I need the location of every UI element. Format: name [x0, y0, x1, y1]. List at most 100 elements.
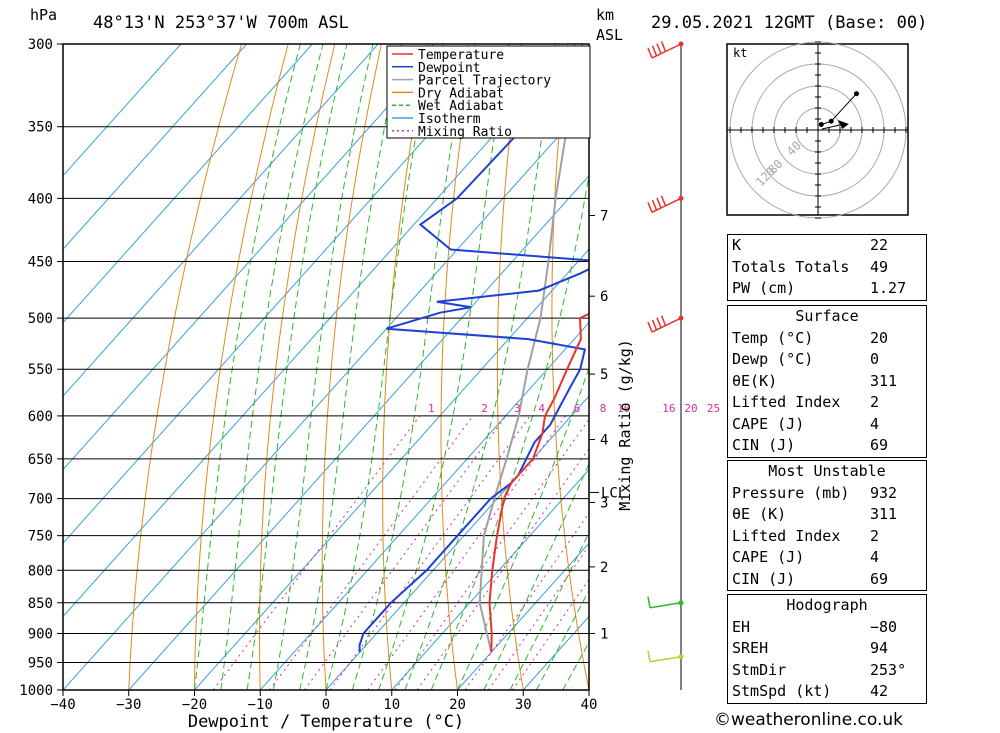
mixing-ratio-label: 3 [514, 402, 521, 415]
surface-label: θE(K) [732, 371, 778, 390]
wind-barb [649, 602, 682, 609]
mu-row: CAPE (J) 4 [728, 547, 926, 569]
legend-label: Parcel Trajectory [418, 74, 551, 89]
mixing-ratio-line [367, 415, 566, 690]
wind-barb [651, 197, 682, 214]
wind-barb-flag [656, 197, 662, 209]
mixing-ratio-label: 25 [707, 402, 720, 415]
isotherm-line [259, 321, 589, 690]
dewpoint-line [358, 56, 589, 653]
isotherm-line [128, 175, 589, 690]
mu-value: 2 [870, 526, 880, 545]
pressure-tick-label: 900 [28, 626, 53, 642]
pressure-tick-label: 300 [28, 37, 53, 53]
wind-barb [649, 656, 682, 663]
parcel-trajectory-line [478, 44, 583, 653]
pressure-tick-label: 500 [28, 311, 53, 327]
surface-table: Surface Temp (°C) 20 Dewp (°C) 0 θE(K) 311 … [727, 305, 927, 458]
legend-label: Mixing Ratio [418, 125, 512, 140]
isotherm-line [391, 468, 589, 690]
dry-adiabat-line [194, 44, 289, 690]
hodograph-point [828, 118, 834, 124]
x-tick-label: −10 [248, 697, 273, 713]
hodo-value: 94 [870, 639, 889, 657]
surface-label: Lifted Index [732, 393, 841, 411]
mixing-ratio-label: 6 [574, 402, 581, 415]
surface-value: 311 [870, 371, 898, 390]
legend-label: Dry Adiabat [418, 86, 504, 101]
isotherm-line [63, 44, 576, 618]
mu-label: θE (K) [732, 505, 787, 523]
wind-barb-flag [651, 319, 658, 331]
mu-row: Lifted Index 2 [728, 526, 926, 548]
pressure-tick-label: 450 [28, 255, 53, 271]
x-axis-label: Dewpoint / Temperature (°C) [188, 712, 464, 732]
storm-motion-line [821, 123, 845, 130]
hodo-row: EH −80 [728, 617, 926, 639]
mixing-ratio-label: 1 [428, 402, 435, 415]
surface-row: CIN (J) 69 [728, 435, 926, 457]
km-tick-label: 5 [600, 367, 608, 383]
most-unstable-title: Most Unstable [768, 462, 886, 480]
wind-barb-flag [660, 315, 667, 326]
mu-row: θE (K) 311 [728, 504, 926, 526]
isotherm-line [63, 101, 589, 690]
wet-adiabat-line [378, 44, 509, 690]
pressure-tick-label: 650 [28, 452, 53, 468]
x-tick-label: −20 [182, 697, 207, 713]
mu-value: 311 [870, 505, 898, 523]
wet-adiabat-line [220, 44, 324, 690]
x-tick-label: 0 [322, 697, 330, 713]
wind-barb-flag [651, 199, 658, 211]
hodo-value: 253° [870, 660, 907, 679]
surface-title: Surface [795, 307, 859, 325]
surface-value: 2 [870, 393, 880, 411]
mu-label: CAPE (J) [732, 548, 805, 566]
wind-barb-flag [656, 43, 662, 54]
dry-adiabat-line [259, 44, 336, 690]
hodo-row: StmSpd (kt) 42 [728, 681, 926, 703]
isotherm-line [63, 44, 248, 250]
hodograph-unit-label: kt [733, 46, 747, 60]
hodo-value: −80 [870, 617, 898, 636]
index-row-k: K 22 [728, 235, 926, 257]
wet-adiabat-line [299, 44, 402, 690]
pressure-tick-label: 600 [28, 409, 53, 425]
dry-adiabat-line [656, 44, 721, 690]
mu-row: CIN (J) 69 [728, 569, 926, 591]
indices-table: K 22 Totals Totals 49 PW (cm) 1.27 [727, 234, 927, 301]
mixing-ratio-label: 8 [600, 402, 607, 415]
km-tick-label: 1 [600, 626, 608, 642]
dry-adiabat-line [941, 44, 1000, 690]
isotherm-line [325, 395, 589, 690]
hodograph-title: Hodograph [786, 596, 868, 614]
isotherm-line [63, 44, 445, 471]
pressure-tick-label: 350 [28, 120, 53, 136]
most-unstable-table: Most Unstable Pressure (mb) 932 θE (K) 311… [727, 460, 927, 591]
dry-adiabat-line [551, 44, 589, 690]
hodograph-point [818, 122, 824, 127]
wet-adiabat-line [430, 171, 589, 690]
surface-row: CAPE (J) 4 [728, 414, 926, 436]
isotherm-line [194, 248, 589, 690]
credit-link[interactable]: ©weatheronline.co.uk [714, 710, 904, 730]
index-row-pw: PW (cm) 1.27 [728, 278, 926, 300]
pressure-tick-label: 800 [28, 563, 53, 579]
wet-adiabat-line [246, 44, 348, 690]
wind-barb-flag [660, 41, 667, 52]
wind-barb-flag [647, 596, 651, 608]
x-tick-label: 30 [515, 697, 532, 713]
surface-row: Dewp (°C) 0 [728, 349, 926, 371]
pressure-tick-label: 1000 [19, 683, 53, 699]
mixing-ratio-line [329, 415, 531, 690]
km-tick-label: 2 [600, 560, 608, 576]
mixing-ratio-label: 2 [481, 402, 488, 415]
hodo-label: SREH [732, 639, 769, 657]
hodo-label: StmSpd (kt) [732, 682, 832, 700]
wind-barb-flag [647, 47, 653, 59]
wind-barb-flag [647, 650, 651, 662]
surface-value: 0 [870, 350, 880, 368]
pressure-tick-label: 550 [28, 362, 53, 378]
isotherm-line [63, 44, 313, 324]
